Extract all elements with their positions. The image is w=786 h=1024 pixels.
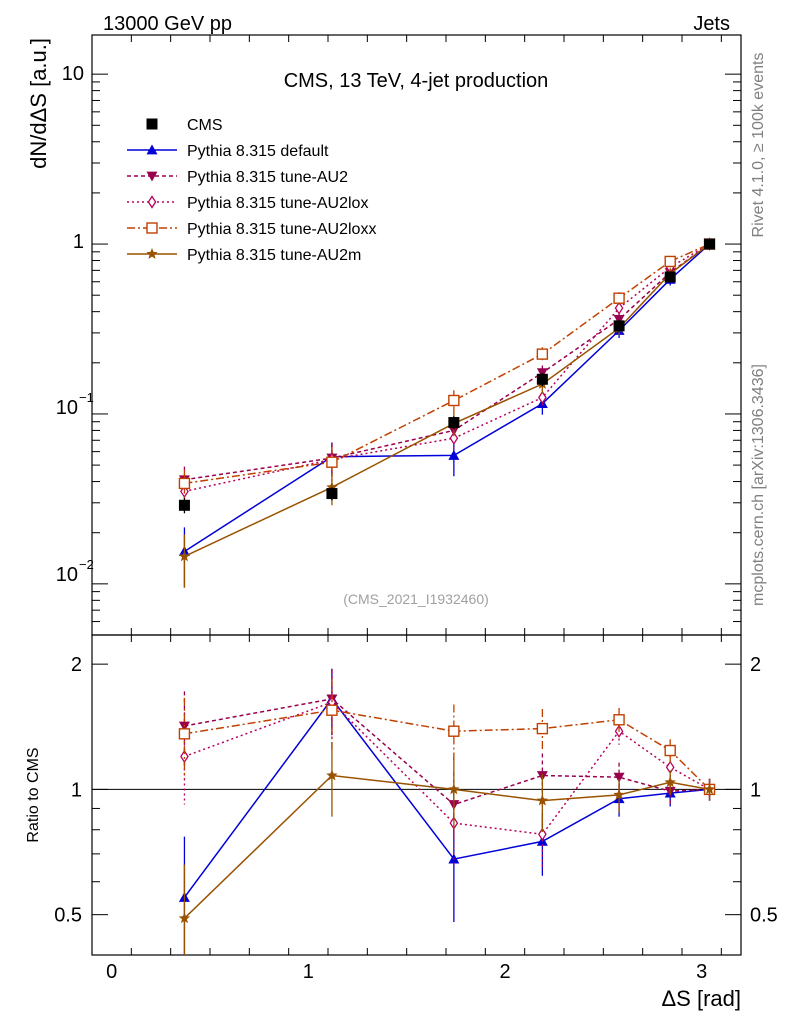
x-tick-label: 2: [499, 961, 510, 983]
ratio-y-axis-label: Ratio to CMS: [25, 747, 42, 842]
ratio-point-pythia-8-315-tune-au2loxx: [326, 704, 338, 716]
point-pythia-8-315-tune-au2loxx: [326, 456, 338, 468]
series-line-pythia-8-315-tune-au2: [184, 243, 710, 481]
cms-point: [704, 238, 716, 250]
legend-label: Pythia 8.315 tune-AU2m: [187, 247, 361, 264]
cms-point: [664, 271, 676, 283]
ratio-point-pythia-8-315-tune-au2m: [178, 912, 191, 924]
main-axis-ticks: [91, 35, 741, 636]
legend-marker: [146, 248, 158, 259]
cms-point: [326, 488, 338, 500]
rivet-label: Rivet 4.1.0, ≥ 100k events: [750, 53, 767, 238]
x-tick-label: 0: [106, 961, 117, 983]
cms-point: [448, 417, 460, 429]
point-pythia-8-315-tune-au2loxx: [536, 348, 549, 360]
chart-title: CMS, 13 TeV, 4-jet production: [284, 70, 549, 92]
ratio-point-pythia-8-315-tune-au2loxx: [613, 714, 625, 726]
point-pythia-8-315-tune-au2lox: [538, 390, 547, 405]
ratio-point-pythia-8-315-tune-au2loxx: [448, 725, 460, 737]
point-pythia-8-315-tune-au2loxx: [178, 477, 191, 490]
analysis-id: (CMS_2021_I1932460): [343, 591, 489, 607]
legend-label: Pythia 8.315 tune-AU2loxx: [187, 221, 376, 238]
y-tick-label-0.01: 10: [56, 564, 78, 586]
y-tick-label-0.01-exp: −2: [79, 557, 94, 572]
ratio-point-pythia-8-315-tune-au2loxx: [664, 744, 676, 757]
legend-label: CMS: [187, 117, 223, 134]
ratio-axis-ticks: [91, 635, 741, 956]
legend: CMS Pythia 8.315 default Pythia 8.315 tune…: [127, 117, 376, 264]
x-tick-label: 1: [303, 961, 314, 983]
ratio-y-tick-label-right: 2: [750, 654, 761, 676]
y-tick-label-0.1-exp: −1: [79, 390, 94, 405]
header-left: 13000 GeV pp: [103, 13, 232, 35]
ratio-y-tick-label: 0.5: [54, 905, 82, 927]
legend-marker: [146, 118, 158, 130]
point-pythia-8-315-default: [448, 449, 460, 460]
ratio-y-tick-label: 2: [71, 654, 82, 676]
legend-marker: [147, 195, 157, 209]
y-tick-label-0.1: 10: [56, 397, 78, 419]
y-tick-label-0.1-base: 10: [56, 397, 78, 419]
ratio-y-tick-label-right: 0.5: [750, 905, 778, 927]
y-axis-label: dN/dΔS [a.u.]: [26, 38, 51, 169]
main-series-layer: [178, 237, 716, 588]
series-line-pythia-8-315-tune-au2loxx: [184, 243, 710, 485]
point-pythia-8-315-tune-au2m: [326, 481, 338, 493]
cms-point: [536, 373, 548, 385]
point-pythia-8-315-tune-au2loxx: [448, 394, 460, 407]
series-line-pythia-8-315-tune-au2lox: [184, 243, 710, 493]
point-pythia-8-315-tune-au2: [613, 315, 625, 325]
ratio-point-pythia-8-315-tune-au2m: [703, 783, 716, 795]
header-right: Jets: [693, 13, 730, 35]
point-pythia-8-315-tune-au2lox: [449, 431, 459, 445]
mcplots-label: mcplots.cern.ch [arXiv:1306.3436]: [750, 364, 767, 606]
point-pythia-8-315-tune-au2m: [178, 550, 191, 562]
ratio-line-pythia-8-315-tune-au2loxx: [184, 709, 711, 790]
ratio-series-layer: [178, 668, 716, 955]
ratio-point-pythia-8-315-tune-au2m: [613, 788, 625, 800]
legend-label: Pythia 8.315 tune-AU2lox: [187, 195, 368, 212]
ratio-panel-frame: [91, 634, 742, 956]
legend-marker: [146, 222, 158, 234]
y-tick-label-0.01-base: 10: [56, 564, 78, 586]
point-pythia-8-315-tune-au2loxx: [664, 255, 676, 268]
legend-label: Pythia 8.315 tune-AU2: [187, 169, 348, 186]
point-pythia-8-315-tune-au2loxx: [613, 292, 625, 304]
legend-marker: [146, 144, 158, 155]
cms-point: [613, 320, 625, 332]
series-line-pythia-8-315-tune-au2m: [184, 243, 710, 558]
ratio-point-pythia-8-315-tune-au2m: [448, 783, 460, 795]
ratio-point-pythia-8-315-tune-au2m: [536, 794, 549, 806]
ratio-line-pythia-8-315-tune-au2lox: [184, 701, 710, 836]
legend-label: Pythia 8.315 default: [187, 143, 329, 160]
point-pythia-8-315-tune-au2lox: [614, 301, 624, 315]
x-axis-label: ΔS [rad]: [661, 986, 741, 1011]
series-line-pythia-8-315-default: [183, 243, 711, 553]
ratio-point-pythia-8-315-tune-au2: [613, 772, 625, 783]
ratio-y-tick-label-right: 1: [750, 779, 761, 801]
ratio-point-pythia-8-315-tune-au2m: [664, 776, 676, 788]
ratio-y-tick-label: 1: [71, 779, 82, 801]
x-tick-label: 3: [696, 961, 707, 983]
cms-data-layer: [178, 238, 716, 514]
y-tick-label-1: 1: [73, 231, 84, 253]
ratio-point-pythia-8-315-tune-au2m: [326, 769, 338, 781]
ratio-point-pythia-8-315-tune-au2loxx: [178, 728, 191, 740]
cms-point: [178, 499, 190, 511]
ratio-point-pythia-8-315-tune-au2lox: [538, 827, 547, 842]
legend-marker: [146, 171, 158, 182]
y-tick-label-10: 10: [62, 63, 84, 85]
ratio-point-pythia-8-315-tune-au2loxx: [536, 722, 549, 735]
